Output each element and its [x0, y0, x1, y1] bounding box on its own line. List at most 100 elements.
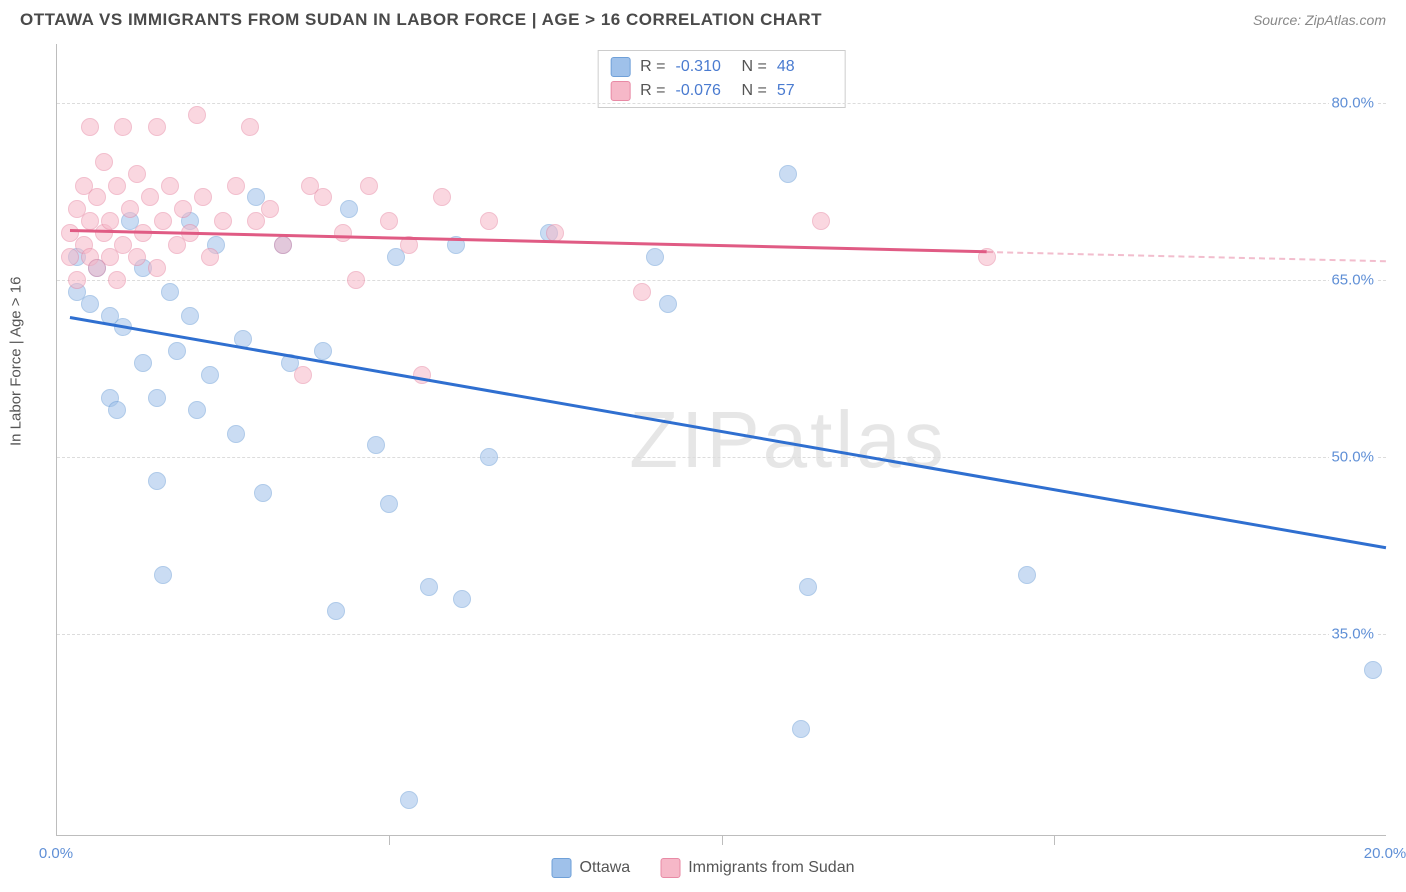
scatter-point [168, 342, 186, 360]
gridline [57, 457, 1386, 458]
scatter-point [81, 118, 99, 136]
scatter-point [799, 578, 817, 596]
stat-r-value: -0.076 [676, 82, 732, 100]
scatter-point [148, 389, 166, 407]
bottom-legend: Ottawa Immigrants from Sudan [552, 858, 855, 878]
scatter-point [68, 271, 86, 289]
y-tick-label: 80.0% [1329, 95, 1376, 112]
scatter-point [154, 566, 172, 584]
stats-legend-box: R =-0.310N =48R =-0.076N =57 [597, 50, 846, 108]
scatter-point [194, 188, 212, 206]
scatter-point [201, 248, 219, 266]
scatter-point [88, 188, 106, 206]
scatter-point [659, 295, 677, 313]
scatter-point [114, 118, 132, 136]
scatter-point [148, 118, 166, 136]
x-tick [389, 835, 390, 845]
scatter-point [1018, 566, 1036, 584]
scatter-point [480, 212, 498, 230]
scatter-point [294, 366, 312, 384]
y-tick-label: 35.0% [1329, 626, 1376, 643]
scatter-point [134, 354, 152, 372]
legend-label: Ottawa [580, 859, 631, 877]
scatter-point [340, 200, 358, 218]
stat-n-label: N = [742, 58, 767, 76]
title-row: OTTAWA VS IMMIGRANTS FROM SUDAN IN LABOR… [0, 0, 1406, 30]
scatter-point [128, 248, 146, 266]
scatter-point [141, 188, 159, 206]
legend-label: Immigrants from Sudan [688, 859, 854, 877]
scatter-point [420, 578, 438, 596]
scatter-point [181, 307, 199, 325]
scatter-point [433, 188, 451, 206]
scatter-point [347, 271, 365, 289]
scatter-point [480, 448, 498, 466]
scatter-point [101, 212, 119, 230]
scatter-point [108, 271, 126, 289]
scatter-point [161, 177, 179, 195]
stat-r-label: R = [640, 82, 665, 100]
scatter-point [360, 177, 378, 195]
scatter-point [254, 484, 272, 502]
scatter-point [314, 342, 332, 360]
trend-line [987, 251, 1386, 262]
legend-swatch [552, 858, 572, 878]
stat-r-label: R = [640, 58, 665, 76]
scatter-point [81, 295, 99, 313]
chart-title: OTTAWA VS IMMIGRANTS FROM SUDAN IN LABOR… [20, 10, 822, 30]
chart-container: OTTAWA VS IMMIGRANTS FROM SUDAN IN LABOR… [0, 0, 1406, 892]
legend-item: Immigrants from Sudan [660, 858, 854, 878]
gridline [57, 103, 1386, 104]
scatter-point [108, 177, 126, 195]
stats-row: R = -0.076 N = 57 [610, 79, 833, 103]
scatter-point [201, 366, 219, 384]
scatter-point [188, 106, 206, 124]
x-tick [1054, 835, 1055, 845]
scatter-point [327, 602, 345, 620]
scatter-point [148, 472, 166, 490]
scatter-point [261, 200, 279, 218]
source-label: Source: ZipAtlas.com [1253, 12, 1386, 28]
scatter-point [633, 283, 651, 301]
scatter-point [646, 248, 664, 266]
scatter-point [148, 259, 166, 277]
scatter-point [241, 118, 259, 136]
scatter-point [1364, 661, 1382, 679]
legend-item: Ottawa [552, 858, 631, 878]
legend-swatch [610, 81, 630, 101]
stat-n-label: N = [742, 82, 767, 100]
scatter-point [453, 590, 471, 608]
stats-row: R =-0.310N =48 [610, 55, 833, 79]
scatter-point [121, 200, 139, 218]
scatter-point [188, 401, 206, 419]
scatter-point [128, 165, 146, 183]
x-tick [722, 835, 723, 845]
legend-swatch [610, 57, 630, 77]
scatter-point [161, 283, 179, 301]
stat-n-value: 57 [777, 82, 833, 100]
x-tick-label: 0.0% [39, 845, 73, 862]
legend-swatch [660, 858, 680, 878]
scatter-point [95, 153, 113, 171]
scatter-point [174, 200, 192, 218]
scatter-point [792, 720, 810, 738]
x-tick-label: 20.0% [1364, 845, 1406, 862]
scatter-point [214, 212, 232, 230]
plot-wrap: ZIPatlas R =-0.310N =48R =-0.076N =57 35… [56, 44, 1386, 836]
scatter-point [334, 224, 352, 242]
scatter-point [274, 236, 292, 254]
stat-n-value: 48 [777, 58, 833, 76]
y-tick-label: 65.0% [1329, 272, 1376, 289]
scatter-point [314, 188, 332, 206]
scatter-point [154, 212, 172, 230]
gridline [57, 634, 1386, 635]
y-axis-label: In Labor Force | Age > 16 [8, 277, 25, 446]
scatter-point [367, 436, 385, 454]
scatter-point [108, 401, 126, 419]
scatter-point [380, 495, 398, 513]
trend-line [70, 316, 1386, 549]
plot-area: ZIPatlas R =-0.310N =48R =-0.076N =57 35… [56, 44, 1386, 836]
scatter-point [380, 212, 398, 230]
scatter-point [400, 791, 418, 809]
watermark: ZIPatlas [629, 394, 946, 486]
